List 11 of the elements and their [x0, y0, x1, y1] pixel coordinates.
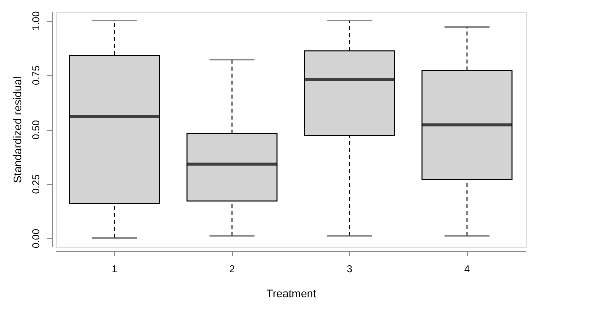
- x-tick-label: 4: [464, 264, 470, 276]
- x-tick-label: 2: [229, 264, 236, 276]
- y-tick-label: 0.50: [32, 120, 42, 140]
- y-tick-label: 0.00: [32, 228, 42, 249]
- y-tick-label: 0.25: [32, 174, 42, 194]
- y-axis-title: Standardized residual: [12, 76, 24, 184]
- y-tick-label: 0.75: [32, 65, 42, 86]
- x-axis-title: Treatment: [266, 288, 316, 300]
- x-tick-label: 3: [346, 264, 353, 276]
- y-tick-label: 1.00: [32, 11, 42, 31]
- x-tick-label: 1: [112, 264, 118, 276]
